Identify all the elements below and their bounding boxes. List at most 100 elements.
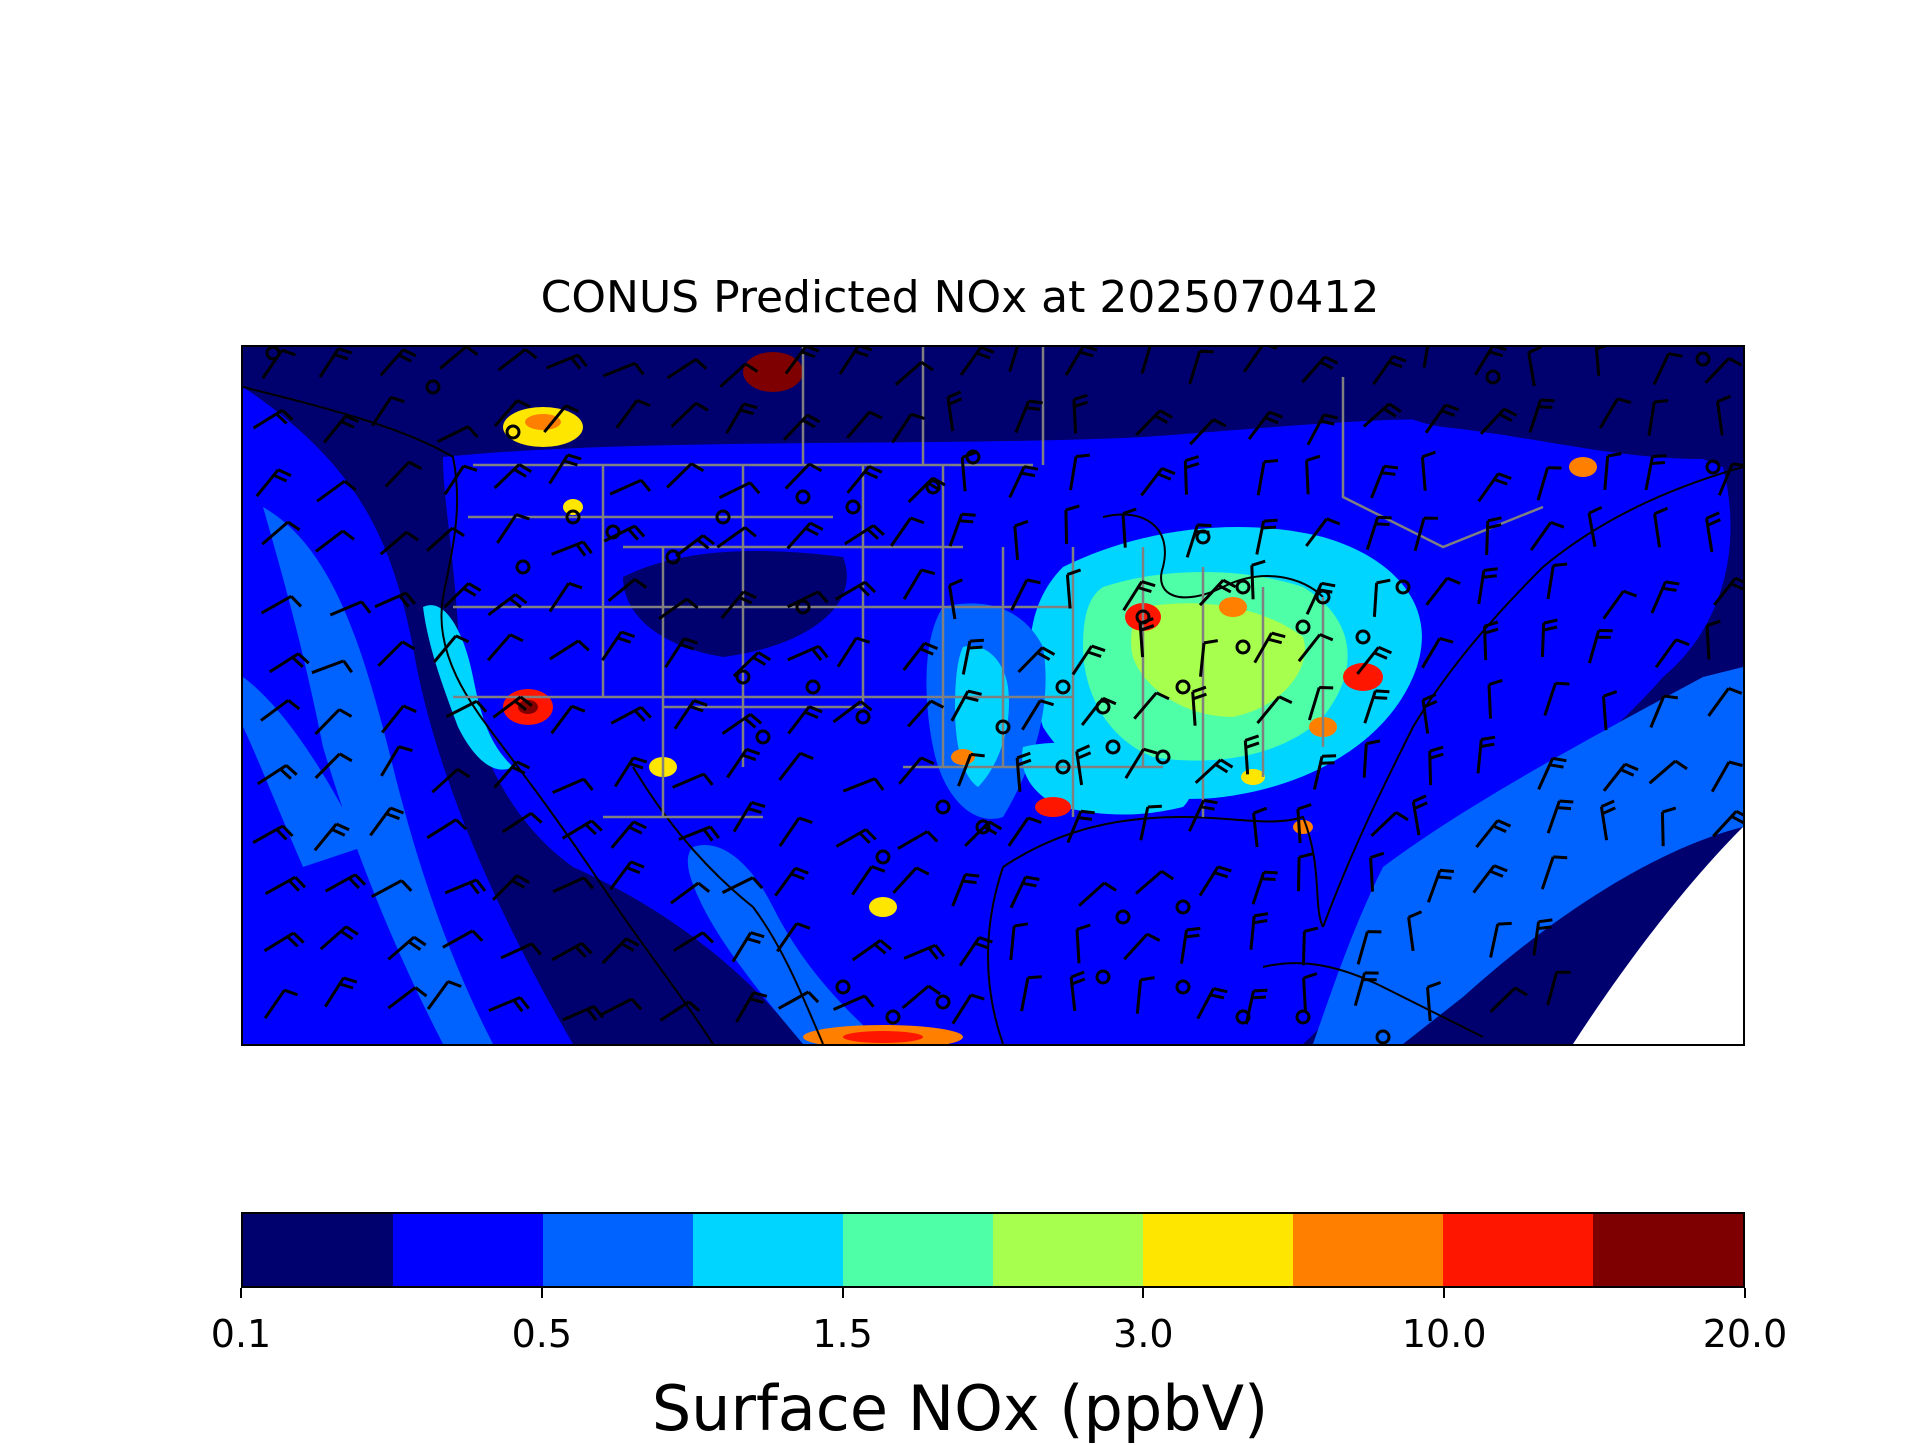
colorbar-segment [843, 1214, 993, 1286]
wind-barb-shaft [1307, 460, 1309, 494]
wind-barb-flag [1663, 588, 1677, 590]
wind-barb-shaft [1485, 626, 1486, 660]
wind-barb-flag [1376, 524, 1390, 525]
wind-barb-flag [1538, 407, 1552, 408]
wind-barb-flag [1186, 935, 1200, 937]
hotspot-houston [1035, 797, 1071, 817]
colorbar [241, 1212, 1745, 1288]
colorbar-title: Surface NOx (ppbV) [0, 1372, 1920, 1445]
wind-barb-flag [1652, 456, 1666, 457]
wind-barb-shaft [1303, 931, 1304, 965]
wind-barb-flag [1254, 990, 1268, 991]
wind-barb-flag [970, 640, 984, 641]
wind-barb-flag [1262, 527, 1276, 528]
colorbar-tick-label: 20.0 [1703, 1312, 1788, 1356]
wind-barb-flag [1375, 691, 1389, 692]
colorbar-tick-label: 10.0 [1402, 1312, 1487, 1356]
wind-barb-flag [1440, 870, 1454, 871]
wind-barb-flag [1373, 698, 1387, 699]
map-panel [241, 345, 1745, 1046]
wind-barb-flag [1539, 920, 1553, 922]
nox-map [243, 347, 1743, 1044]
wind-barb-flag [1148, 806, 1162, 807]
colorbar-segment [1443, 1214, 1593, 1286]
hotspot-alberta [743, 352, 803, 392]
wind-barb-flag [1252, 997, 1266, 998]
wind-barb-flag [1264, 520, 1278, 521]
wind-barb-flag [1378, 517, 1392, 518]
wind-barb-shaft [1487, 521, 1488, 555]
wind-barb-shaft [1074, 400, 1076, 434]
wind-barb-shaft [1364, 744, 1366, 778]
wind-barb-flag [1382, 473, 1396, 475]
wind-barb-shaft [1430, 751, 1431, 785]
wind-barb-shaft [1662, 812, 1663, 846]
wind-barb-shaft [1707, 626, 1709, 660]
hotspot-detroit [1219, 597, 1247, 617]
hotspot-monterrey [869, 897, 897, 917]
wind-barb-flag [1484, 569, 1498, 571]
colorbar-tick-label: 0.1 [211, 1312, 271, 1356]
wind-barb-shaft [1066, 510, 1067, 544]
wind-barb-flag [1732, 464, 1743, 466]
colorbar-segment [1143, 1214, 1293, 1286]
wind-barb-flag [1654, 401, 1668, 403]
colorbar-segment [693, 1214, 843, 1286]
wind-barb-flag [1557, 808, 1571, 809]
hotspot-dallas [951, 749, 975, 765]
wind-barb-flag [1483, 576, 1497, 578]
wind-barb-flag [1664, 696, 1678, 698]
wind-barb-shaft [1371, 858, 1373, 892]
wind-barb-flag [1384, 466, 1398, 468]
wind-barb-flag [959, 521, 973, 522]
colorbar-tick [240, 1288, 242, 1298]
hotspot-atlanta [1241, 769, 1265, 785]
hotspot-florida [1293, 820, 1313, 834]
colorbar-tick [1744, 1288, 1746, 1298]
wind-barb-flag [1081, 811, 1095, 813]
colorbar-tick [1142, 1288, 1144, 1298]
wind-barb-shaft [1077, 929, 1079, 963]
colorbar-segment [993, 1214, 1143, 1286]
colorbar-tick-label: 0.5 [512, 1312, 572, 1356]
wind-barb-shaft [1185, 461, 1186, 495]
wind-barb-flag [1556, 683, 1570, 684]
wind-barb-flag [1198, 525, 1212, 526]
colorbar-tick-label: 3.0 [1113, 1312, 1173, 1356]
colorbar-segment [243, 1214, 393, 1286]
wind-barb-flag [1498, 923, 1512, 924]
wind-barb-flag [971, 754, 985, 756]
wind-barb-flag [1321, 763, 1335, 764]
wind-barb-flag [1553, 857, 1567, 858]
wind-barb-flag [962, 514, 976, 515]
wind-barb-flag [1553, 564, 1567, 566]
wind-barb-flag [1078, 818, 1092, 820]
wind-barb-shaft [1252, 565, 1253, 599]
wind-barb-flag [1262, 879, 1276, 880]
colorbar-segment [1293, 1214, 1443, 1286]
wind-barb-flag [965, 875, 979, 877]
hotspot-montreal [1569, 457, 1597, 477]
map-title: CONUS Predicted NOx at 2025070412 [0, 272, 1920, 323]
wind-barb-flag [1029, 401, 1043, 403]
wind-barb-shaft [1299, 857, 1300, 891]
wind-barb-flag [1541, 400, 1555, 401]
wind-barb-flag [1264, 872, 1278, 873]
wind-barb-flag [1187, 928, 1201, 930]
hotspot-seattle [563, 499, 583, 515]
wind-barb-flag [1651, 463, 1665, 464]
wind-barb-flag [1200, 351, 1214, 352]
wind-barb-shaft [1304, 978, 1306, 1012]
wind-barb-flag [1026, 408, 1040, 410]
wind-barb-flag [1322, 756, 1336, 757]
wind-barb-shaft [1489, 685, 1491, 719]
colorbar-tick [1443, 1288, 1445, 1298]
wind-barb-flag [1559, 801, 1573, 802]
wind-barb-flag [1538, 927, 1552, 929]
wind-barb-shaft [1542, 623, 1543, 657]
wind-barb-flag [1666, 582, 1680, 584]
wind-barb-flag [1028, 977, 1042, 978]
colorbar-segment [543, 1214, 693, 1286]
wind-barb-flag [963, 881, 977, 883]
colorbar-segment [1593, 1214, 1743, 1286]
